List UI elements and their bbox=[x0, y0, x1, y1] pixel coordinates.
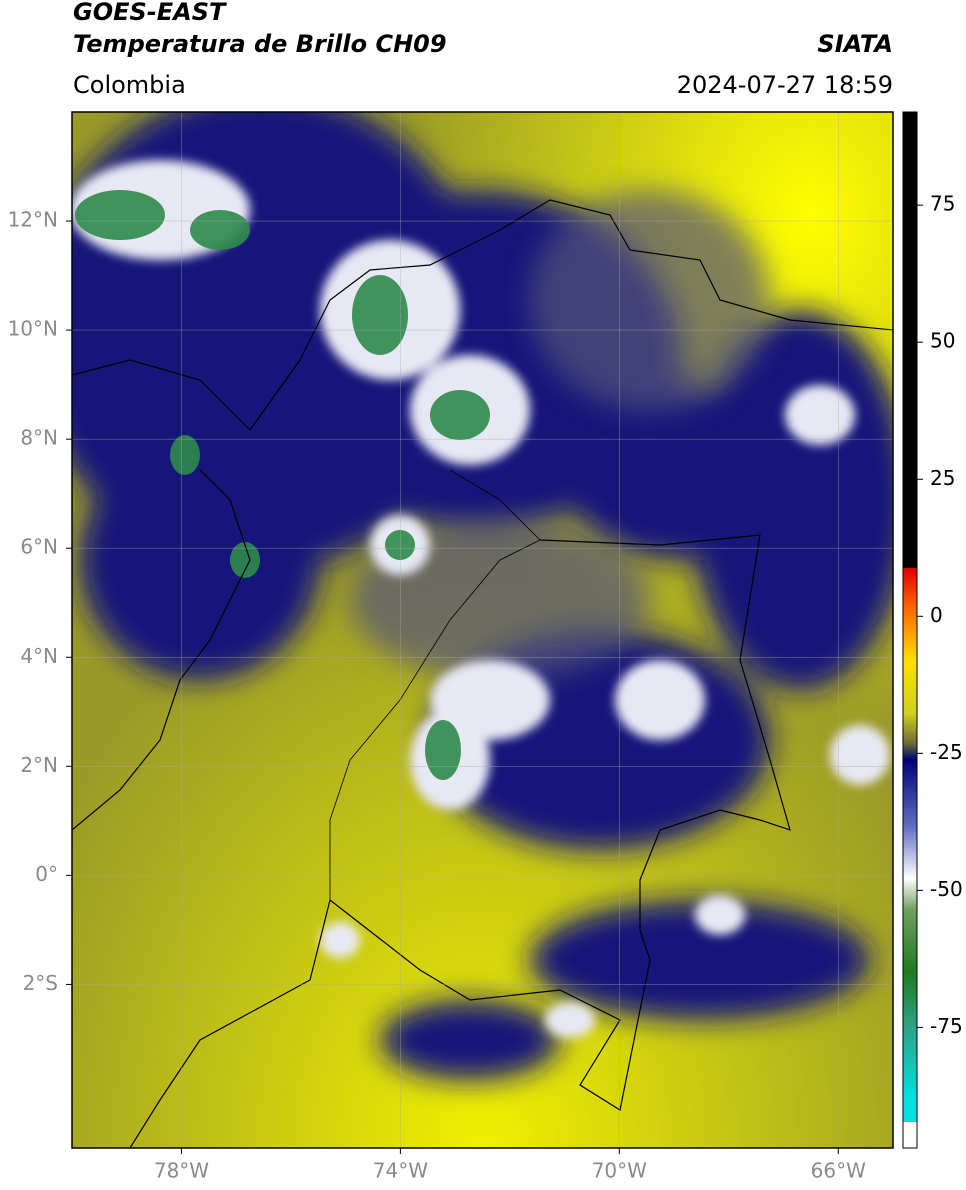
y-tick-label: 6°N bbox=[20, 535, 58, 559]
colorbar-tick-label: 75 bbox=[930, 192, 955, 216]
colorbar-tick-label: -25 bbox=[930, 740, 963, 764]
colorbar-tick-label: 50 bbox=[930, 329, 955, 353]
x-tick-label: 74°W bbox=[373, 1159, 428, 1183]
timestamp: 2024-07-27 18:59 bbox=[677, 71, 893, 99]
y-tick-label: 0° bbox=[35, 862, 58, 886]
y-tick-label: 4°N bbox=[20, 644, 58, 668]
y-tick-label: 8°N bbox=[20, 426, 58, 450]
x-tick-label: 70°W bbox=[592, 1159, 647, 1183]
coastlines bbox=[72, 199, 893, 1148]
map-frame bbox=[71, 111, 894, 1149]
satellite-image bbox=[72, 112, 893, 1148]
y-tick-label: 2°N bbox=[20, 753, 58, 777]
colorbar-tick-label: 25 bbox=[930, 466, 955, 490]
x-tick-label: 78°W bbox=[154, 1159, 209, 1183]
region: Colombia bbox=[73, 71, 186, 99]
source: SIATA bbox=[817, 30, 893, 58]
colorbar-tick-label: -50 bbox=[930, 877, 963, 901]
satellite: GOES-EAST bbox=[73, 0, 227, 26]
y-tick-label: 10°N bbox=[8, 317, 58, 341]
colorbar-tick-label: 0 bbox=[930, 603, 943, 627]
colorbar-tick-label: -75 bbox=[930, 1014, 963, 1038]
product: Temperatura de Brillo CH09 bbox=[73, 30, 447, 58]
y-tick-label: 12°N bbox=[8, 208, 58, 232]
x-tick-label: 66°W bbox=[811, 1159, 866, 1183]
colorbar bbox=[902, 111, 918, 1149]
y-tick-label: 2°S bbox=[23, 971, 58, 995]
